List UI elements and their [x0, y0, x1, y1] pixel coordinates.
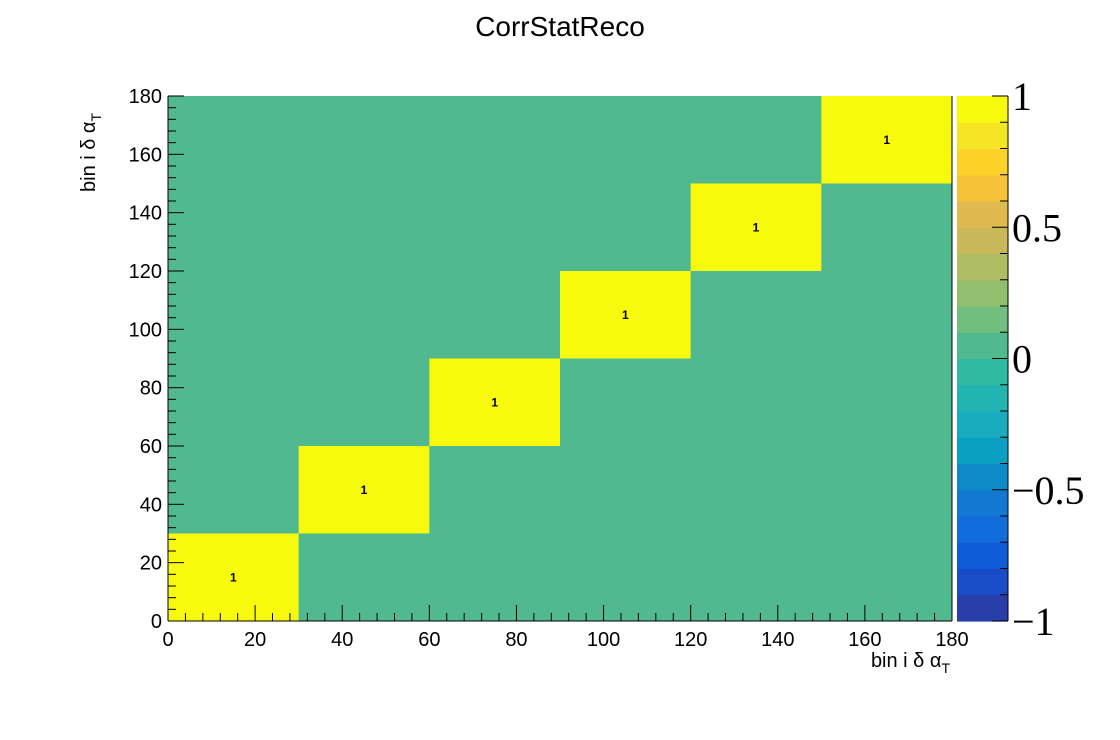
- colorbar-segment: [957, 279, 1008, 307]
- colorbar-segment: [957, 568, 1008, 596]
- colorbar-segment: [957, 384, 1008, 412]
- colorbar-segment: [957, 174, 1008, 202]
- cell-value-label: 1: [491, 395, 498, 409]
- y-tick-label: 120: [129, 261, 162, 283]
- cell-value-label: 1: [753, 220, 760, 234]
- x-tick-label: 140: [761, 629, 794, 651]
- colorbar-segment: [957, 227, 1008, 255]
- y-tick-label: 100: [129, 319, 162, 341]
- colorbar-tick-label: 0: [1012, 337, 1032, 382]
- colorbar-segment: [957, 516, 1008, 543]
- colorbar-segment: [957, 148, 1008, 176]
- colorbar-segment: [957, 411, 1008, 438]
- colorbar-segment: [957, 306, 1008, 333]
- chart-title: CorrStatReco: [475, 11, 645, 42]
- y-tick-label: 180: [129, 86, 162, 108]
- y-tick-label: 140: [129, 203, 162, 225]
- colorbar-segment: [957, 489, 1008, 517]
- y-tick-label: 160: [129, 144, 162, 166]
- colorbar-segment: [957, 358, 1008, 386]
- heatmap-cell-block: [429, 358, 560, 446]
- y-tick-label: 20: [140, 553, 162, 575]
- x-tick-label: 100: [587, 629, 620, 651]
- colorbar-segment: [957, 542, 1008, 570]
- colorbar-tick-label: 0.5: [1012, 205, 1062, 250]
- x-tick-label: 40: [331, 629, 353, 651]
- colorbar-segment: [957, 253, 1008, 281]
- heatmap-cell-block: [298, 446, 430, 534]
- y-axis-label: bin i δ αT: [78, 113, 104, 193]
- colorbar: 1 0.5 0 −0.5 −1: [957, 74, 1085, 644]
- cell-value-label: 1: [230, 570, 237, 584]
- heatmap-cell-block: [821, 96, 952, 184]
- colorbar-tick-label: −0.5: [1012, 468, 1085, 513]
- x-tick-label: 20: [244, 629, 266, 651]
- x-tick-label: 180: [935, 629, 968, 651]
- colorbar-segment: [957, 96, 1008, 123]
- axes: 0 20 40 60 80 100 120 140 160 180 0 20 40 60 80 100 120 1…: [129, 86, 969, 651]
- colorbar-segment: [957, 594, 1008, 622]
- y-axis-label-sub: T: [88, 113, 104, 122]
- heatmap-cell-block: [690, 183, 822, 271]
- heatmap-cell-block: [560, 271, 691, 359]
- y-tick-label: 0: [151, 611, 162, 633]
- colorbar-segment: [957, 201, 1008, 228]
- diagonal-blocks: 1 1 1 1 1 1: [168, 96, 952, 621]
- y-tick-label: 60: [140, 436, 162, 458]
- colorbar-segment: [957, 437, 1008, 465]
- x-axis-label-main: bin i δ α: [871, 650, 942, 672]
- heatmap-cell-block: [168, 533, 299, 621]
- x-tick-label: 0: [162, 629, 173, 651]
- y-axis-label-main: bin i δ α: [78, 122, 100, 193]
- x-axis-label-sub: T: [941, 660, 950, 676]
- cell-value-label: 1: [622, 308, 629, 322]
- x-tick-label: 80: [505, 629, 527, 651]
- cell-value-label: 1: [883, 133, 890, 147]
- y-tick-label: 40: [140, 494, 162, 516]
- x-axis-label: bin i δ αT: [871, 650, 951, 676]
- y-tick-label: 80: [140, 378, 162, 400]
- colorbar-tick-label: 1: [1012, 74, 1032, 119]
- x-tick-label: 60: [418, 629, 440, 651]
- cell-value-label: 1: [361, 483, 368, 497]
- x-tick-label: 120: [674, 629, 707, 651]
- colorbar-tick-label: −1: [1012, 599, 1055, 644]
- x-tick-label: 160: [848, 629, 881, 651]
- colorbar-segment: [957, 332, 1008, 360]
- colorbar-segment: [957, 463, 1008, 491]
- colorbar-segment: [957, 122, 1008, 150]
